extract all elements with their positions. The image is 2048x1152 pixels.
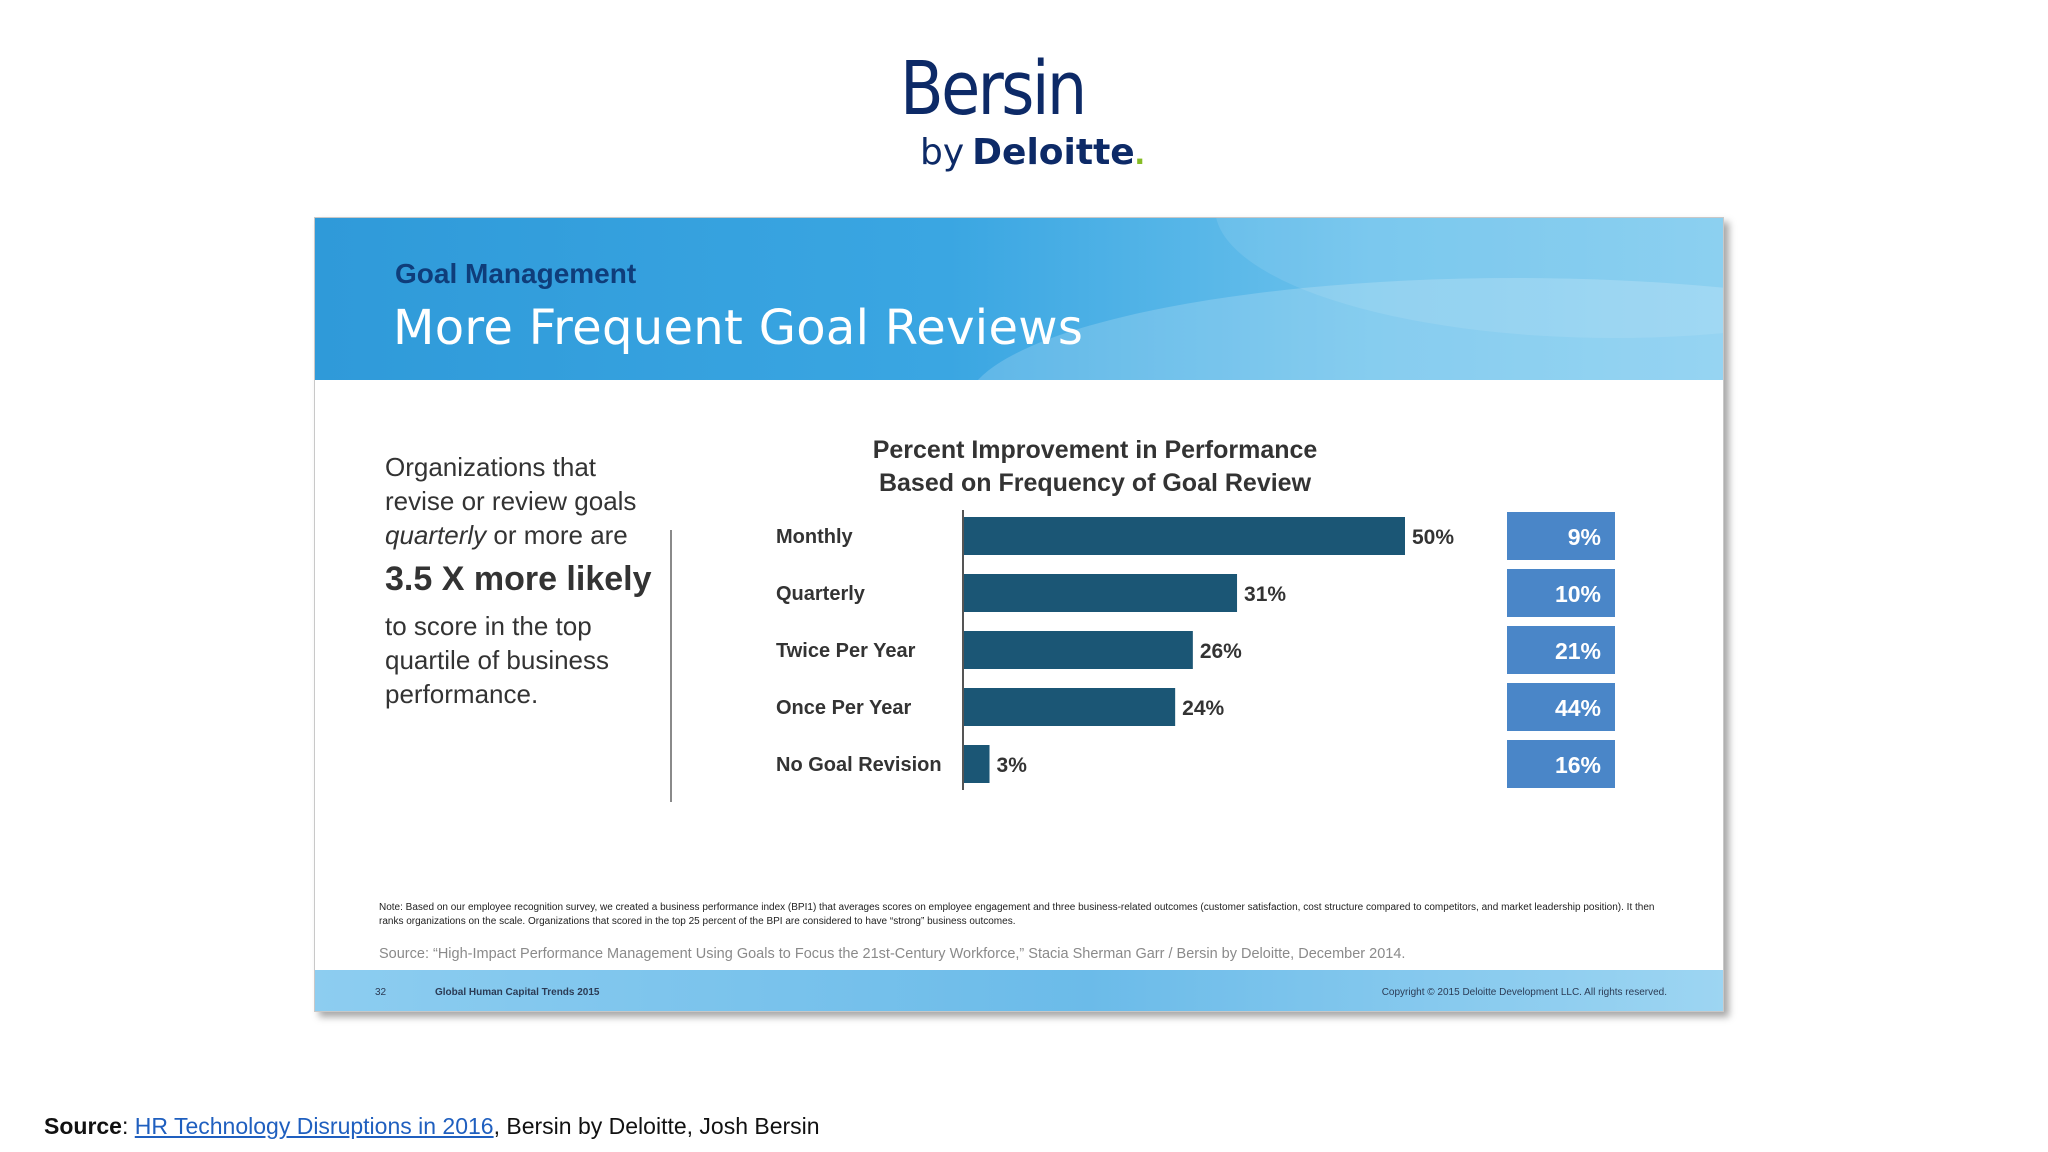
data-label: 24%	[1182, 697, 1224, 720]
logo-dot: .	[1134, 131, 1145, 172]
side-value-label: 16%	[1555, 752, 1601, 778]
category-label: Quarterly	[776, 583, 866, 605]
category-label: No Goal Revision	[776, 754, 942, 776]
slide-title: More Frequent Goal Reviews	[393, 300, 1084, 356]
category-label: Monthly	[776, 526, 854, 548]
bar-chart: Monthly 50% 9% Quarterly 31% 10% Twice Per Yea…	[776, 510, 1615, 790]
side-value-label: 10%	[1555, 581, 1601, 607]
slide-source: Source: “High-Impact Performance Managem…	[379, 946, 1406, 962]
category-label: Twice Per Year	[776, 640, 916, 662]
slide-footer: 32 Global Human Capital Trends 2015 Copy…	[315, 970, 1723, 1011]
data-label: 50%	[1412, 526, 1454, 549]
side-value-label: 44%	[1555, 695, 1601, 721]
chart-title: Percent Improvement in Performance Based…	[855, 434, 1335, 500]
side-value-box	[1507, 569, 1615, 617]
side-value-label: 9%	[1568, 524, 1601, 550]
data-label: 31%	[1244, 583, 1286, 606]
side-value-box	[1507, 740, 1615, 788]
data-label: 26%	[1200, 640, 1242, 663]
key-finding-intro: Organizations that revise or review goal…	[385, 450, 655, 552]
bersin-deloitte-logo: Bersin by Deloitte.	[900, 52, 1150, 171]
bar	[963, 745, 990, 783]
bar	[963, 631, 1193, 669]
side-value-box	[1507, 683, 1615, 731]
finding-line2: or more are	[493, 520, 628, 550]
logo-brand: Deloitte	[972, 132, 1135, 173]
side-value-label: 21%	[1555, 638, 1601, 664]
page-source-label: Source	[44, 1113, 122, 1139]
category-label: Once Per Year	[776, 697, 912, 719]
key-finding-text: Organizations that revise or review goal…	[385, 450, 655, 711]
finding-emphasis: quarterly	[385, 520, 487, 550]
logo-by: by	[920, 132, 965, 173]
slide-page-number: 32	[375, 987, 387, 998]
side-value-box	[1507, 626, 1615, 674]
data-label: 3%	[997, 754, 1028, 777]
bar	[963, 688, 1176, 726]
chart-title-line-1: Percent Improvement in Performance	[872, 436, 1318, 464]
chart-title-line-2: Based on Frequency of Goal Review	[878, 469, 1312, 497]
page-source-link[interactable]: HR Technology Disruptions in 2016	[134, 1113, 494, 1139]
page-source-rest: , Bersin by Deloitte, Josh Bersin	[493, 1113, 820, 1139]
slide-copyright: Copyright © 2015 Deloitte Development LL…	[1381, 987, 1667, 998]
bar	[963, 517, 1405, 555]
page-source: Source: HR Technology Disruptions in 201…	[44, 1113, 820, 1139]
footnote: Note: Based on our employee recognition …	[379, 902, 1655, 927]
side-value-box	[1507, 512, 1615, 560]
finding-highlight: 3.5 X more likely	[385, 560, 652, 598]
slide-header: Goal Management More Frequent Goal Revie…	[315, 218, 1723, 380]
finding-line1: Organizations that revise or review goal…	[385, 452, 637, 516]
logo-subline: by Deloitte.	[920, 134, 1150, 171]
bar	[963, 574, 1238, 612]
logo-wordmark: Bersin	[900, 46, 1087, 132]
vertical-divider	[670, 530, 672, 802]
finding-line3: to score in the top quartile of business…	[385, 611, 610, 709]
slide-footer-title: Global Human Capital Trends 2015	[435, 987, 600, 998]
slide-kicker: Goal Management	[395, 258, 637, 289]
slide-image: Goal Management More Frequent Goal Revie…	[314, 217, 1724, 1012]
